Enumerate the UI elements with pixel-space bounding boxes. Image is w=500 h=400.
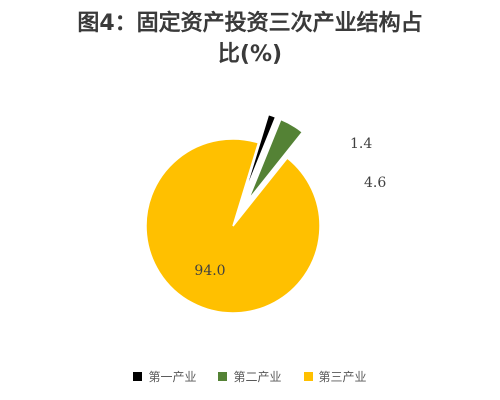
pie-slice-3 <box>145 138 321 314</box>
legend-swatch-tertiary-industry <box>303 372 313 381</box>
legend-swatch-secondary-industry <box>218 372 228 381</box>
legend-label-secondary-industry: 第二产业 <box>233 370 282 384</box>
chart-title-line-2: 比(%) <box>217 42 283 67</box>
pie-slice-1 <box>242 113 277 199</box>
legend-label-tertiary-industry: 第三产业 <box>318 370 367 384</box>
chart-legend: 第一产业 第二产业 第三产业 <box>0 368 500 385</box>
legend-item-primary-industry: 第一产业 <box>133 368 196 385</box>
data-label-1: 1.4 <box>350 136 372 152</box>
legend-item-tertiary-industry: 第三产业 <box>303 368 367 385</box>
pie-slice-2 <box>247 118 304 201</box>
chart-title-line-1: 图4：固定资产投资三次产业结构占 <box>77 11 423 36</box>
data-label-2: 4.6 <box>364 175 386 191</box>
legend-item-secondary-industry: 第二产业 <box>218 368 282 385</box>
legend-swatch-primary-industry <box>133 372 143 381</box>
data-label-3: 94.0 <box>194 263 225 279</box>
legend-label-primary-industry: 第一产业 <box>148 370 197 384</box>
chart-title: 图4：固定资产投资三次产业结构占 比(%) <box>0 8 500 70</box>
